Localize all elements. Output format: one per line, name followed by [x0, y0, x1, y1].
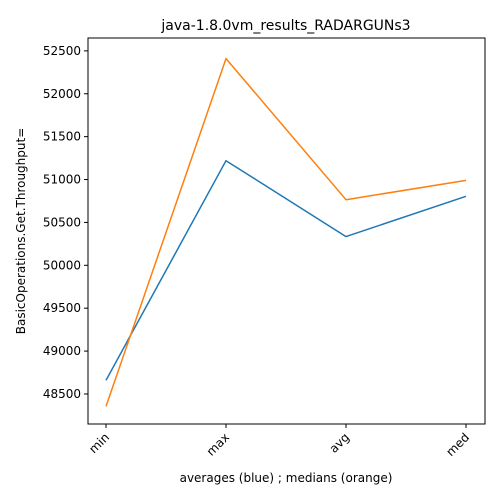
y-tick-label: 49000	[43, 344, 81, 358]
y-tick-label: 49500	[43, 301, 81, 315]
y-tick-label: 52500	[43, 44, 81, 58]
plot-area	[105, 57, 467, 407]
y-axis-label: BasicOperations.Get.Throughput=	[14, 128, 28, 335]
y-tick-label: 50500	[43, 215, 81, 229]
y-tick-label: 51500	[43, 130, 81, 144]
y-axis: 48500 49000 49500 50000 50500 51000 51500 52000…	[43, 44, 88, 401]
y-tick-label: 51000	[43, 173, 81, 187]
x-axis-label: averages (blue) ; medians (orange)	[180, 471, 393, 485]
y-tick-label: 52000	[43, 87, 81, 101]
series-line-averages	[105, 159, 467, 381]
plot-frame	[87, 37, 486, 425]
y-tick-label: 48500	[43, 387, 81, 401]
chart-title: java-1.8.0vm_results_RADARGUNs3	[160, 18, 410, 34]
y-tick-label: 50000	[43, 258, 81, 272]
series-line-medians	[105, 57, 467, 407]
